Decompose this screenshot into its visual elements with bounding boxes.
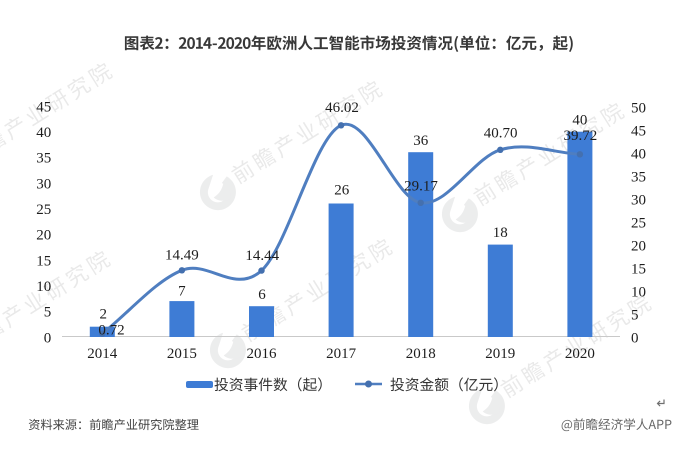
svg-text:20: 20 xyxy=(631,238,646,254)
svg-text:50: 50 xyxy=(631,100,646,116)
svg-text:30: 30 xyxy=(36,176,51,192)
svg-text:2016: 2016 xyxy=(247,346,278,362)
svg-text:14.49: 14.49 xyxy=(165,247,199,263)
svg-text:2015: 2015 xyxy=(167,346,197,362)
svg-text:15: 15 xyxy=(36,253,51,269)
svg-text:36: 36 xyxy=(413,133,429,149)
svg-text:25: 25 xyxy=(631,215,646,231)
svg-text:2018: 2018 xyxy=(406,346,436,362)
svg-text:30: 30 xyxy=(631,192,646,208)
svg-text:35: 35 xyxy=(631,169,646,185)
svg-text:5: 5 xyxy=(631,307,639,323)
svg-text:39.72: 39.72 xyxy=(564,128,598,144)
svg-text:40.70: 40.70 xyxy=(484,125,518,141)
svg-text:25: 25 xyxy=(36,202,51,218)
svg-text:2: 2 xyxy=(100,306,108,322)
svg-text:20: 20 xyxy=(36,228,51,244)
svg-text:26: 26 xyxy=(334,182,350,198)
svg-text:2020: 2020 xyxy=(565,346,595,362)
svg-text:45: 45 xyxy=(36,99,51,115)
svg-text:35: 35 xyxy=(36,151,51,167)
svg-text:15: 15 xyxy=(631,261,646,277)
svg-text:29.17: 29.17 xyxy=(404,178,438,194)
svg-text:6: 6 xyxy=(258,287,266,303)
svg-text:10: 10 xyxy=(631,284,646,300)
svg-text:18: 18 xyxy=(493,225,508,241)
svg-text:14.44: 14.44 xyxy=(245,248,279,264)
svg-text:40: 40 xyxy=(572,113,587,129)
svg-text:5: 5 xyxy=(44,305,52,321)
svg-text:10: 10 xyxy=(36,279,51,295)
svg-text:40: 40 xyxy=(631,146,646,162)
svg-text:2019: 2019 xyxy=(485,346,515,362)
svg-text:40: 40 xyxy=(36,125,51,141)
svg-text:0: 0 xyxy=(631,330,639,346)
svg-text:0.72: 0.72 xyxy=(98,323,124,339)
svg-text:46.02: 46.02 xyxy=(325,100,359,116)
svg-text:2014: 2014 xyxy=(87,346,118,362)
svg-text:7: 7 xyxy=(178,284,186,300)
svg-text:2017: 2017 xyxy=(326,346,357,362)
svg-text:45: 45 xyxy=(631,123,646,139)
svg-text:0: 0 xyxy=(44,330,52,346)
